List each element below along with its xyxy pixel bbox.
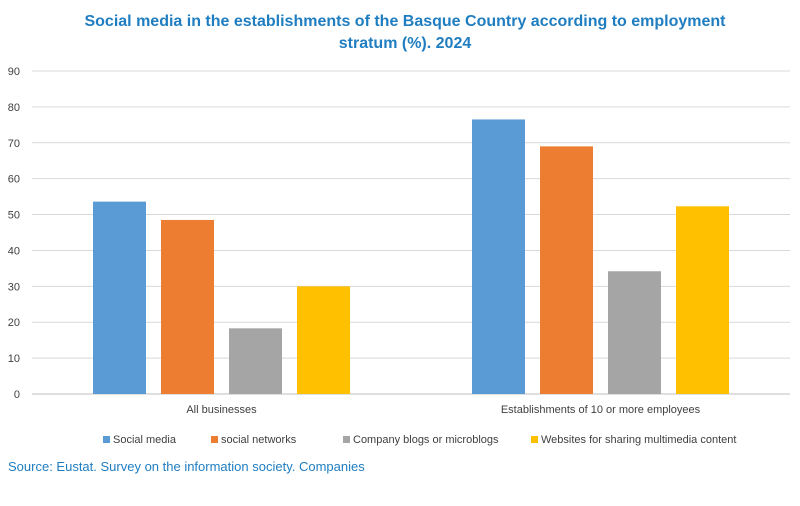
- bar: [472, 119, 525, 394]
- grid-lines: [32, 70, 790, 395]
- y-tick-label: 90: [8, 66, 20, 78]
- bar: [161, 219, 214, 394]
- legend-swatch: [211, 436, 218, 443]
- legend-label: Company blogs or microblogs: [353, 434, 499, 446]
- bar: [676, 206, 729, 394]
- bar: [229, 328, 282, 394]
- bar: [540, 146, 593, 394]
- y-tick-label: 0: [14, 389, 20, 401]
- y-tick-label: 20: [8, 317, 20, 329]
- legend-label: Social media: [113, 434, 177, 446]
- chart-title-line-1: Social media in the establishments of th…: [84, 13, 726, 30]
- y-tick-label: 10: [8, 353, 20, 365]
- legend-swatch: [343, 436, 350, 443]
- legend-swatch: [103, 436, 110, 443]
- y-tick-label: 30: [8, 281, 20, 293]
- y-tick-label: 80: [8, 102, 20, 114]
- chart-title-line-2: stratum (%). 2024: [339, 35, 472, 52]
- legend-swatch: [531, 436, 538, 443]
- y-tick-label: 40: [8, 245, 20, 257]
- x-category-label: All businesses: [186, 404, 257, 416]
- bar: [608, 271, 661, 394]
- y-axis-ticks: 0 10 20 30 40 50 60 70 80 90: [8, 66, 20, 401]
- x-category-label: Establishments of 10 or more employees: [501, 404, 701, 416]
- bar: [93, 201, 146, 394]
- legend: Social media social networks Company blogs…: [103, 434, 736, 446]
- bar: [297, 286, 350, 394]
- y-tick-label: 50: [8, 210, 20, 222]
- y-tick-label: 60: [8, 174, 20, 186]
- legend-label: Websites for sharing multimedia content: [541, 434, 736, 446]
- legend-label: social networks: [221, 434, 297, 446]
- y-tick-label: 70: [8, 138, 20, 150]
- x-axis-categories: All businesses Establishments of 10 or mo…: [186, 404, 700, 416]
- bars: [93, 119, 729, 394]
- source-note: Source: Eustat. Survey on the informatio…: [8, 459, 365, 474]
